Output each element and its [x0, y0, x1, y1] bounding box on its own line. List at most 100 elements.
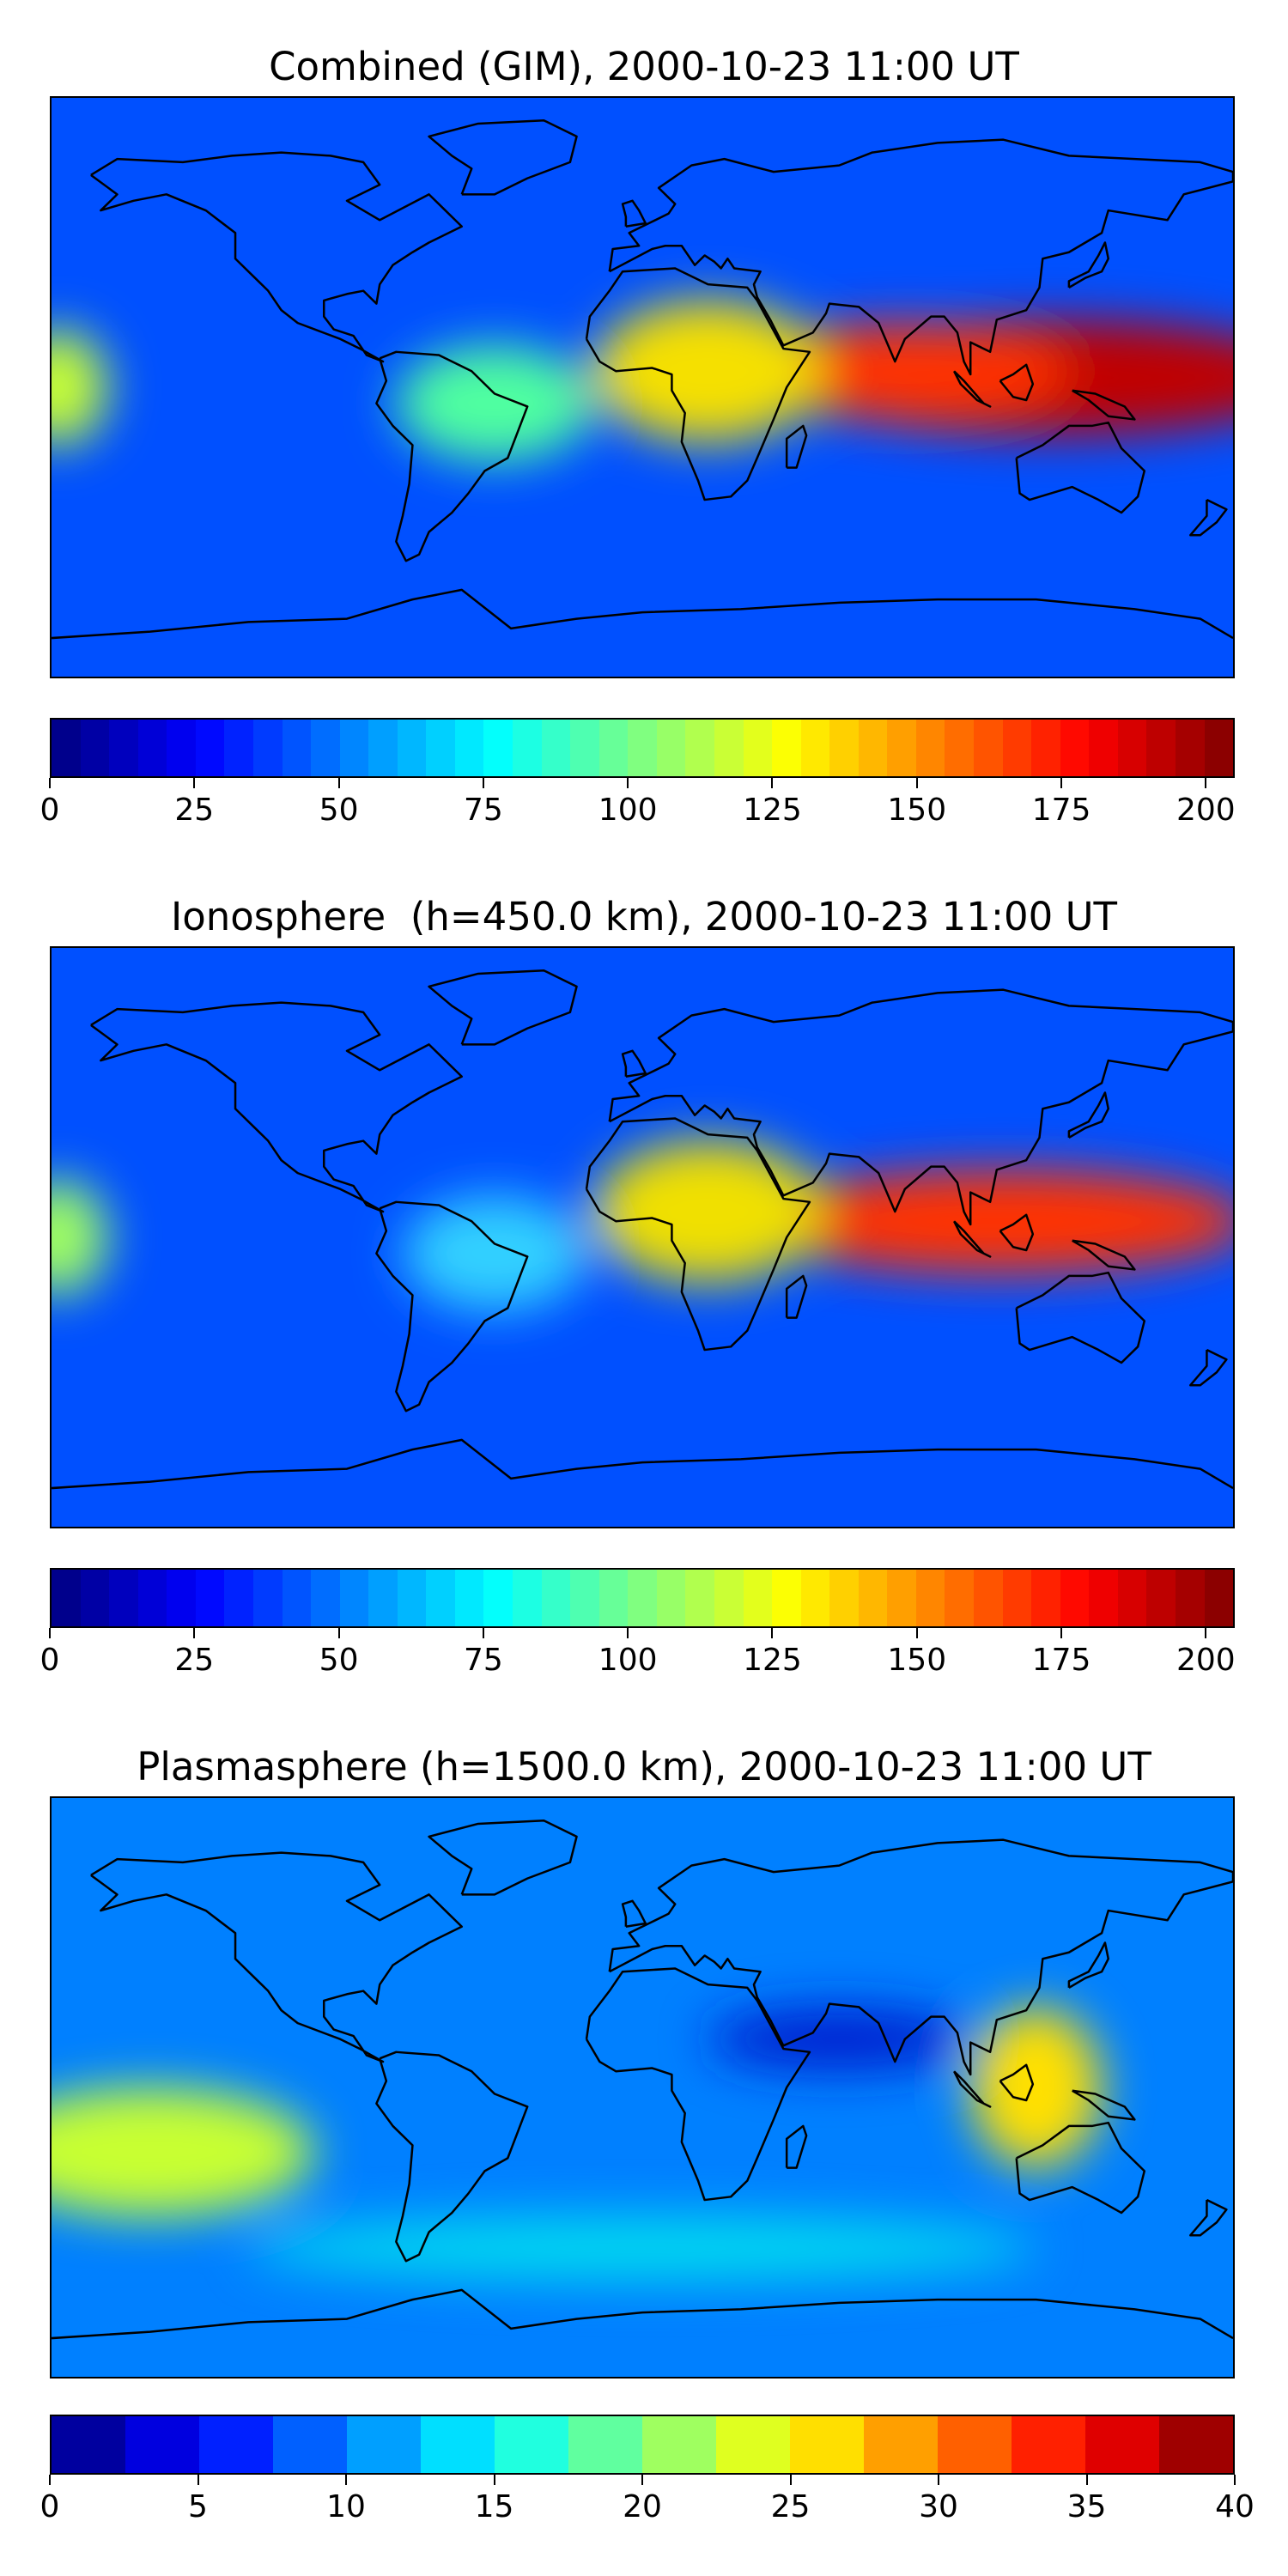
map-canvas — [52, 1798, 1233, 2377]
colorbar-segment — [109, 1570, 138, 1626]
field-blob — [52, 1179, 107, 1296]
coastline — [90, 1851, 464, 2063]
colorbar-segment — [541, 1570, 571, 1626]
coastline — [375, 1200, 529, 1413]
colorbar-tick — [627, 1628, 629, 1638]
colorbar-segment — [347, 2416, 421, 2473]
colorbar-segment — [570, 720, 599, 776]
field-blob — [756, 1170, 1233, 1273]
colorbar-tick — [345, 2475, 347, 2485]
coastline — [621, 1049, 647, 1078]
colorbar-segment — [1159, 2416, 1233, 2473]
colorbar-segment — [1175, 1570, 1205, 1626]
colorbar-tick — [482, 1628, 484, 1638]
colorbar-tick — [197, 2475, 199, 2485]
colorbar-segment — [915, 720, 945, 776]
field-blob — [52, 329, 107, 446]
coastline — [1067, 1091, 1110, 1139]
colorbar-segment — [743, 720, 773, 776]
colorbar-tick-label: 10 — [326, 2489, 366, 2524]
colorbar-segment — [483, 1570, 513, 1626]
colorbar-segment — [598, 1570, 629, 1626]
colorbar-tick — [337, 1628, 340, 1638]
coastline — [52, 1438, 1233, 1490]
colorbar-tick — [641, 2475, 643, 2485]
coastline — [999, 363, 1035, 402]
colorbar-segment — [195, 720, 225, 776]
colorbar-tick-label: 50 — [319, 1643, 359, 1678]
colorbar-segment — [483, 720, 513, 776]
colorbar-segment — [1204, 720, 1234, 776]
coastline — [621, 199, 647, 228]
panel-2-title: Ionosphere (h=450.0 km), 2000-10-23 11:0… — [170, 894, 1118, 939]
colorbar-tick — [789, 2475, 792, 2485]
colorbar-segment — [339, 720, 369, 776]
colorbar-segment — [195, 1570, 225, 1626]
colorbar-tick-label: 75 — [463, 793, 503, 828]
field-blob — [592, 300, 823, 442]
colorbar-tick-label: 100 — [598, 1643, 658, 1678]
colorbar-segment — [858, 720, 888, 776]
colorbar-segment — [887, 720, 916, 776]
colorbar-tick-label: 200 — [1176, 793, 1236, 828]
coastline — [785, 1274, 808, 1319]
colorbar-tick — [1060, 778, 1063, 788]
field-blob — [970, 2007, 1103, 2168]
coastline — [90, 151, 464, 363]
colorbar-segment — [80, 1570, 110, 1626]
colorbar-segment — [628, 1570, 657, 1626]
colorbar-segment — [252, 720, 283, 776]
colorbar-segment — [421, 2416, 495, 2473]
colorbar-tick-label: 35 — [1066, 2489, 1107, 2524]
coastline — [585, 267, 811, 501]
colorbar-segment — [598, 720, 629, 776]
colorbar-segment — [52, 2416, 125, 2473]
colorbar-tick-label: 125 — [743, 1643, 802, 1678]
colorbar-segment — [426, 1570, 455, 1626]
colorbar-segment — [52, 1570, 81, 1626]
colorbar-segment — [52, 720, 81, 776]
colorbar-segment — [282, 1570, 312, 1626]
colorbar-segment — [224, 720, 253, 776]
panel-3-map — [50, 1796, 1235, 2379]
colorbar-tick-label: 0 — [39, 1643, 60, 1678]
coastline — [952, 1220, 992, 1258]
colorbar-segment — [915, 1570, 945, 1626]
colorbar-segment — [1117, 720, 1147, 776]
coastline — [999, 1213, 1035, 1252]
coastline — [1072, 1239, 1136, 1271]
colorbar-segment — [887, 1570, 916, 1626]
colorbar-segment — [628, 720, 657, 776]
colorbar-segment — [656, 720, 686, 776]
panel-3-colorbar — [50, 2415, 1235, 2475]
colorbar-segment — [339, 1570, 369, 1626]
colorbar-tick — [915, 1628, 918, 1638]
colorbar-segment — [167, 1570, 196, 1626]
colorbar-segment — [858, 1570, 888, 1626]
colorbar-segment — [125, 2416, 199, 2473]
colorbar-segment — [800, 720, 830, 776]
colorbar-tick — [938, 2475, 939, 2485]
colorbar-tick — [193, 778, 196, 788]
map-canvas — [52, 948, 1233, 1527]
colorbar-tick-label: 15 — [474, 2489, 514, 2524]
colorbar-segment — [1012, 2416, 1085, 2473]
colorbar-tick-label: 25 — [174, 1643, 215, 1678]
colorbar-segment — [454, 720, 484, 776]
colorbar-segment — [945, 720, 974, 776]
colorbar-segment — [311, 720, 340, 776]
colorbar-segment — [252, 1570, 283, 1626]
coastline — [1015, 2121, 1146, 2215]
colorbar-tick — [1085, 2475, 1088, 2485]
coastline — [585, 1117, 811, 1352]
colorbar-segment — [368, 1570, 398, 1626]
colorbar-segment — [716, 2416, 790, 2473]
field-blob — [52, 2087, 314, 2216]
colorbar-segment — [642, 2416, 716, 2473]
colorbar-segment — [829, 1570, 859, 1626]
colorbar-tick-label: 100 — [598, 793, 658, 828]
coastline — [1015, 421, 1146, 514]
colorbar-tick — [1205, 778, 1207, 788]
colorbar-segment — [397, 1570, 427, 1626]
colorbar-tick — [627, 778, 629, 788]
